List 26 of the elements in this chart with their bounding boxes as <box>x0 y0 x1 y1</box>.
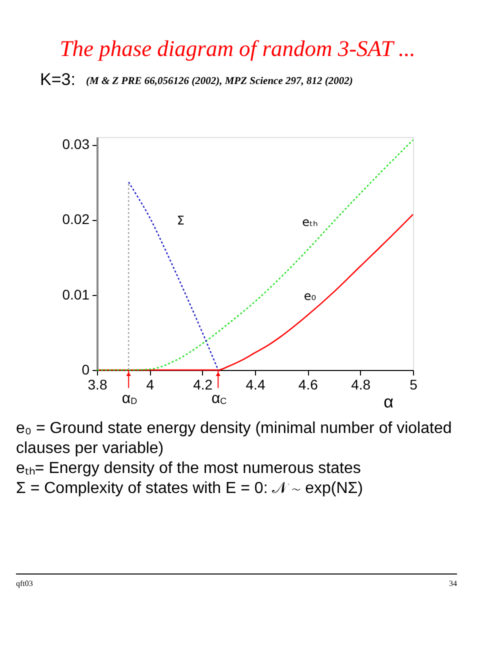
chart-subtitle: (M & Z PRE 66,056126 (2002), MPZ Science 297, 812 (2002) <box>86 76 353 87</box>
x-axis-title: α <box>384 392 394 412</box>
text: Σ = Complexity of states with E = 0: 𝒩 ∼ exp(NΣ) <box>16 480 364 497</box>
y-tick-label: 0.01 <box>62 286 90 302</box>
annotation: αD <box>122 390 138 407</box>
x-tick-label: 4.2 <box>193 376 213 392</box>
x-tick-label: 5 <box>410 376 418 392</box>
y-tick-label: 0.03 <box>62 136 90 152</box>
text: eₜₕ= Energy density of the most numerous states <box>16 460 361 477</box>
series-label: eₜₕ <box>302 215 318 230</box>
series-label: Σ <box>176 213 184 228</box>
text: e₀ = Ground state energy density (minimal number of violated clauses per variable) <box>16 420 452 457</box>
x-tick-label: 4.6 <box>298 376 318 392</box>
text: qft03 <box>16 579 33 588</box>
x-tick-label: 4.4 <box>246 376 266 392</box>
line-series <box>128 181 219 371</box>
chart-title: The phase diagram of random 3-SAT ... <box>60 36 416 61</box>
x-tick-label: 4 <box>146 376 154 392</box>
text: 34 <box>449 579 457 588</box>
x-tick-label: 3.8 <box>88 376 108 392</box>
text: K=3: <box>40 70 76 89</box>
y-tick-label: 0 <box>82 362 90 378</box>
series-label: e₀ <box>304 288 316 303</box>
annotation: αC <box>211 390 228 407</box>
y-tick-label: 0.02 <box>62 211 90 228</box>
x-tick-label: 4.8 <box>351 376 371 392</box>
